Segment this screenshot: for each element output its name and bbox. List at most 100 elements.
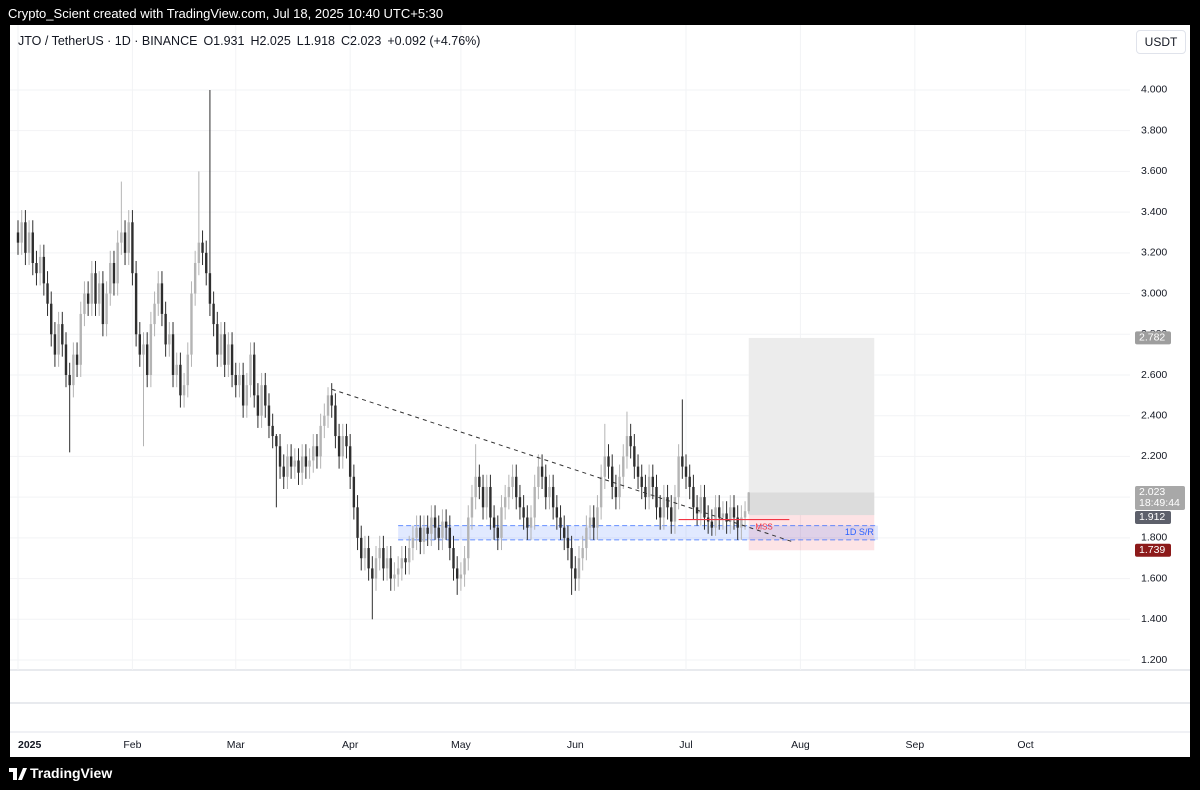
candle-body [312,446,315,461]
candle-body [120,232,123,243]
candle-body [326,395,330,416]
candle-body [588,517,592,528]
candle-body [212,303,215,325]
candle-body [208,273,212,304]
price-tag-label: 1.912 [1139,511,1165,523]
candle-body [426,527,429,534]
candle-body [53,334,57,355]
candle-body [548,486,551,498]
x-tick-label: Oct [1017,739,1033,751]
candle-body [131,222,134,274]
candle-body [422,527,426,542]
candle-body [241,374,245,406]
candle-body [234,374,237,386]
candle-body [684,466,688,477]
candle-body [452,548,455,569]
candle-body [278,446,282,467]
candle-body [171,334,175,375]
candle-body [518,497,522,508]
candle-body [16,232,20,243]
candle-body [57,324,60,355]
y-tick-label: 4.000 [1141,84,1167,96]
candle-body [267,405,271,426]
candle-body [27,232,31,253]
candle-body [455,568,459,579]
candle-body [651,476,654,487]
candle-body [308,460,311,467]
candle-body [385,558,389,569]
candle-body [293,460,297,467]
candle-body [94,273,97,304]
candle-body [444,521,448,528]
candle-body [596,507,599,528]
x-tick-label: Aug [791,739,810,751]
candle-body [503,497,507,508]
footer-bar: TradingView [0,757,1200,790]
candle-body [522,507,525,518]
candle-body [599,476,603,508]
candle-body [437,527,440,538]
candle-body [703,497,706,518]
x-tick-label: Sep [905,739,924,751]
candle-body [577,558,581,579]
y-tick-label: 3.800 [1141,124,1167,136]
candle-body [566,537,570,549]
candle-body [408,548,411,563]
candle-body [710,521,714,528]
candle-body [83,293,86,314]
candle-body [670,507,673,522]
candle-body [555,507,559,518]
candle-body [485,486,488,508]
candle-body [721,513,725,518]
candle-body [603,456,607,477]
candle-body [157,283,160,304]
candle-body [98,283,101,304]
candle-body [378,548,381,559]
x-tick-label: Feb [123,739,141,751]
candle-body [467,517,470,559]
candle-body [725,513,728,522]
y-tick-label: 2.600 [1141,369,1167,381]
candle-body [145,344,149,375]
candle-body [238,374,241,386]
candle-body [109,263,112,294]
candle-body [182,385,186,396]
candle-body [371,568,374,579]
candle-body [260,385,263,416]
candle-body [622,456,625,477]
y-tick-label: 1.200 [1141,654,1167,666]
candle-body [352,476,356,508]
candle-body [607,456,610,467]
candle-body [611,466,614,487]
candle-body [175,364,178,375]
candle-body [24,222,27,253]
candle-body [205,252,208,274]
ohlc-value: L1.918 [296,34,336,48]
candle-body [127,222,130,253]
price-tag-label: 2.782 [1139,332,1165,344]
candle-body [681,456,684,467]
candle-body [540,466,544,477]
candle-body [86,293,90,304]
candle-body [699,497,702,514]
sr-zone [398,525,878,540]
candle-body [419,527,422,542]
candle-body [511,476,514,487]
candle-body [286,456,289,477]
ohlc-value: H2.025 [250,34,291,48]
candle-body [337,436,341,457]
currency-button[interactable]: USDT [1136,30,1186,54]
candle-body [515,476,518,498]
y-tick-label: 1.400 [1141,613,1167,625]
candle-body [526,517,529,528]
y-tick-label: 3.400 [1141,206,1167,218]
candle-body [330,395,333,406]
candle-body [68,374,71,386]
candle-body [179,364,182,396]
candle-body [614,486,618,498]
candle-body [747,492,750,512]
candle-body [64,344,68,375]
candle-body [300,456,304,473]
